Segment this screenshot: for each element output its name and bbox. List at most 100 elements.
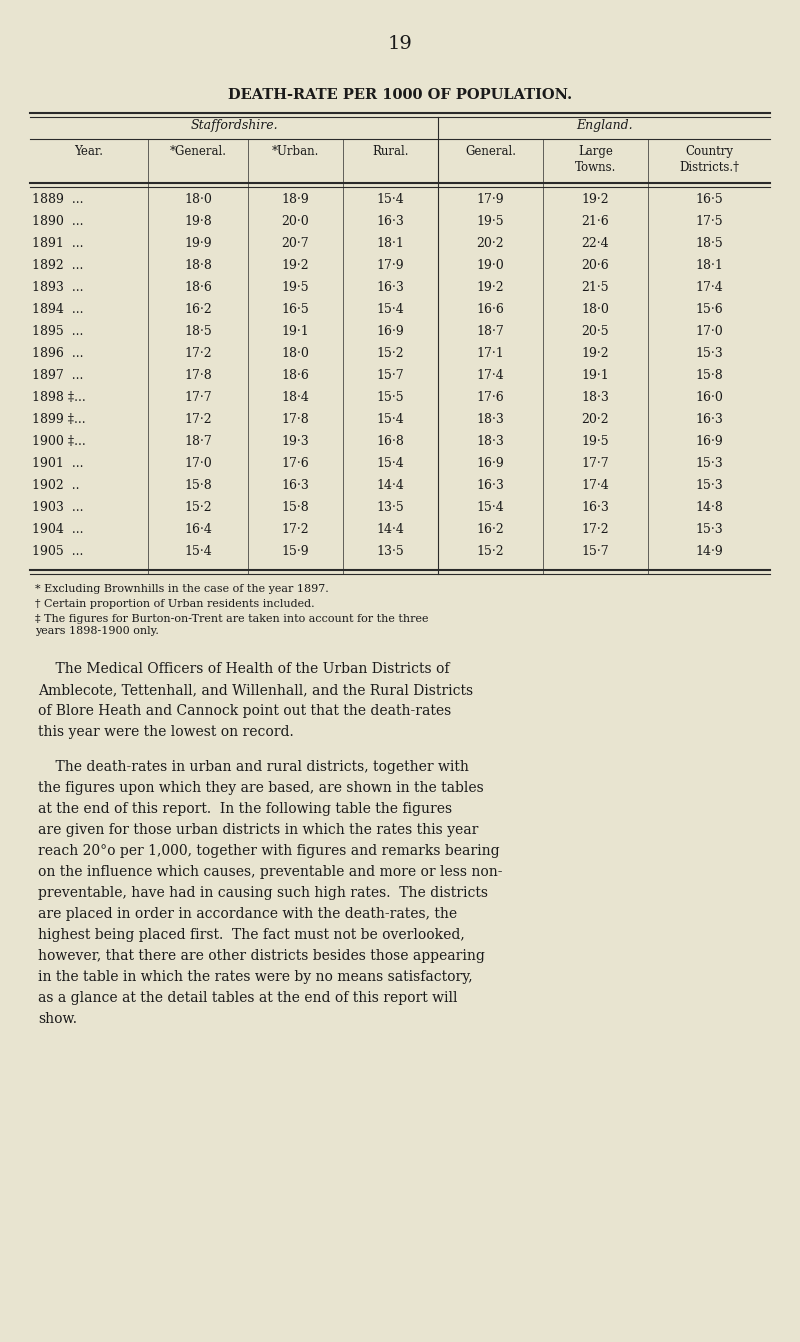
Text: 17·9: 17·9 (477, 193, 504, 207)
Text: 1904  ...: 1904 ... (32, 523, 83, 535)
Text: on the influence which causes, preventable and more or less non-: on the influence which causes, preventab… (38, 866, 502, 879)
Text: 16·2: 16·2 (184, 303, 212, 315)
Text: 16·3: 16·3 (477, 479, 505, 493)
Text: 17·1: 17·1 (477, 348, 504, 360)
Text: DEATH-RATE PER 1000 OF POPULATION.: DEATH-RATE PER 1000 OF POPULATION. (228, 89, 572, 102)
Text: 17·8: 17·8 (282, 413, 310, 425)
Text: 1893  ...: 1893 ... (32, 280, 83, 294)
Text: The Medical Officers of Health of the Urban Districts of: The Medical Officers of Health of the Ur… (38, 662, 450, 676)
Text: 19·2: 19·2 (282, 259, 310, 272)
Text: 18·0: 18·0 (184, 193, 212, 207)
Text: Amblecote, Tettenhall, and Willenhall, and the Rural Districts: Amblecote, Tettenhall, and Willenhall, a… (38, 683, 473, 696)
Text: 22·4: 22·4 (582, 238, 610, 250)
Text: 18·7: 18·7 (477, 325, 504, 338)
Text: at the end of this report.  In the following table the figures: at the end of this report. In the follow… (38, 803, 452, 816)
Text: are given for those urban districts in which the rates this year: are given for those urban districts in w… (38, 823, 478, 837)
Text: 18·4: 18·4 (282, 391, 310, 404)
Text: 17·7: 17·7 (582, 458, 610, 470)
Text: 19·8: 19·8 (184, 215, 212, 228)
Text: 16·3: 16·3 (582, 501, 610, 514)
Text: 16·5: 16·5 (282, 303, 310, 315)
Text: 16·9: 16·9 (695, 435, 723, 448)
Text: 14·9: 14·9 (695, 545, 723, 558)
Text: 1892  ...: 1892 ... (32, 259, 83, 272)
Text: 16·0: 16·0 (695, 391, 723, 404)
Text: 18·6: 18·6 (184, 280, 212, 294)
Text: 1903  ...: 1903 ... (32, 501, 83, 514)
Text: are placed in order in accordance with the death-rates, the: are placed in order in accordance with t… (38, 907, 457, 921)
Text: 15·2: 15·2 (377, 348, 404, 360)
Text: 15·3: 15·3 (695, 348, 723, 360)
Text: 17·2: 17·2 (582, 523, 610, 535)
Text: 15·4: 15·4 (184, 545, 212, 558)
Text: 16·2: 16·2 (477, 523, 504, 535)
Text: 15·5: 15·5 (377, 391, 404, 404)
Text: *Urban.: *Urban. (272, 145, 319, 158)
Text: ‡ The figures for Burton-on-Trent are taken into account for the three
years 189: ‡ The figures for Burton-on-Trent are ta… (35, 615, 429, 636)
Text: 21·5: 21·5 (582, 280, 610, 294)
Text: 18·8: 18·8 (184, 259, 212, 272)
Text: 14·8: 14·8 (695, 501, 723, 514)
Text: 19: 19 (387, 35, 413, 52)
Text: 15·3: 15·3 (695, 523, 723, 535)
Text: 1896  ...: 1896 ... (32, 348, 83, 360)
Text: 1897  ...: 1897 ... (32, 369, 83, 382)
Text: 19·5: 19·5 (477, 215, 504, 228)
Text: the figures upon which they are based, are shown in the tables: the figures upon which they are based, a… (38, 781, 484, 794)
Text: 1899 ‡...: 1899 ‡... (32, 413, 86, 425)
Text: 16·9: 16·9 (377, 325, 404, 338)
Text: of Blore Heath and Cannock point out that the death-rates: of Blore Heath and Cannock point out tha… (38, 705, 451, 718)
Text: 15·4: 15·4 (377, 413, 404, 425)
Text: 16·3: 16·3 (377, 280, 405, 294)
Text: 19·3: 19·3 (282, 435, 310, 448)
Text: 15·4: 15·4 (477, 501, 504, 514)
Text: however, that there are other districts besides those appearing: however, that there are other districts … (38, 949, 485, 964)
Text: 17·8: 17·8 (184, 369, 212, 382)
Text: 21·6: 21·6 (582, 215, 610, 228)
Text: Rural.: Rural. (372, 145, 409, 158)
Text: 15·8: 15·8 (695, 369, 723, 382)
Text: General.: General. (465, 145, 516, 158)
Text: 18·5: 18·5 (695, 238, 723, 250)
Text: Large
Towns.: Large Towns. (575, 145, 616, 174)
Text: 18·0: 18·0 (282, 348, 310, 360)
Text: 17·4: 17·4 (477, 369, 504, 382)
Text: 20·5: 20·5 (582, 325, 610, 338)
Text: 18·6: 18·6 (282, 369, 310, 382)
Text: 20·2: 20·2 (477, 238, 504, 250)
Text: 16·3: 16·3 (695, 413, 723, 425)
Text: England.: England. (576, 119, 632, 132)
Text: 1889  ...: 1889 ... (32, 193, 83, 207)
Text: 19·1: 19·1 (582, 369, 610, 382)
Text: 17·0: 17·0 (695, 325, 723, 338)
Text: 1895  ...: 1895 ... (32, 325, 83, 338)
Text: 13·5: 13·5 (377, 545, 404, 558)
Text: 19·5: 19·5 (282, 280, 310, 294)
Text: 16·8: 16·8 (377, 435, 405, 448)
Text: Staffordshire.: Staffordshire. (190, 119, 278, 132)
Text: 15·8: 15·8 (184, 479, 212, 493)
Text: Country
Districts.†: Country Districts.† (679, 145, 739, 174)
Text: 17·4: 17·4 (695, 280, 723, 294)
Text: 20·7: 20·7 (282, 238, 310, 250)
Text: 16·9: 16·9 (477, 458, 504, 470)
Text: reach 20°o per 1,000, together with figures and remarks bearing: reach 20°o per 1,000, together with figu… (38, 844, 500, 858)
Text: 19·1: 19·1 (282, 325, 310, 338)
Text: 17·6: 17·6 (477, 391, 504, 404)
Text: 19·9: 19·9 (184, 238, 212, 250)
Text: 1901  ...: 1901 ... (32, 458, 83, 470)
Text: 16·3: 16·3 (377, 215, 405, 228)
Text: 18·1: 18·1 (377, 238, 405, 250)
Text: 17·0: 17·0 (184, 458, 212, 470)
Text: † Certain proportion of Urban residents included.: † Certain proportion of Urban residents … (35, 599, 314, 609)
Text: *General.: *General. (170, 145, 226, 158)
Text: 1890  ...: 1890 ... (32, 215, 83, 228)
Text: 1891  ...: 1891 ... (32, 238, 83, 250)
Text: 1898 ‡...: 1898 ‡... (32, 391, 86, 404)
Text: in the table in which the rates were by no means satisfactory,: in the table in which the rates were by … (38, 970, 473, 984)
Text: 16·4: 16·4 (184, 523, 212, 535)
Text: 15·7: 15·7 (377, 369, 404, 382)
Text: 18·1: 18·1 (695, 259, 723, 272)
Text: 18·5: 18·5 (184, 325, 212, 338)
Text: 18·0: 18·0 (582, 303, 610, 315)
